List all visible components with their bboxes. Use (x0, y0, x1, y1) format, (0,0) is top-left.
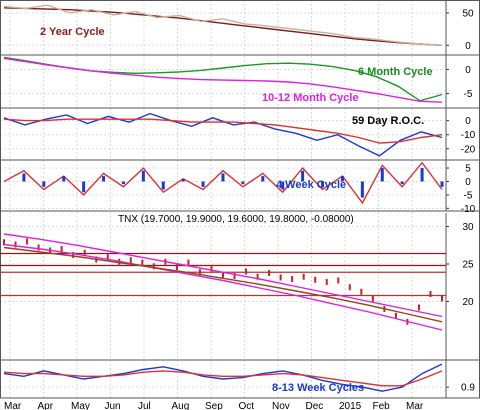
month-tick-label: Apr (38, 401, 54, 410)
series-line-price-overlay (3, 4, 443, 46)
y-tick-label: 25 (462, 260, 474, 271)
y-tick-label: -10 (461, 204, 476, 215)
roc-label: 59 Day R.O.C. (352, 115, 424, 127)
month-tick-label: Jun (105, 401, 121, 410)
series-line-cycle (3, 7, 443, 46)
series-line-6-month (3, 56, 443, 102)
y-tick-label: 5 (465, 164, 471, 175)
y-tick-label: 20 (462, 297, 474, 308)
six-month-cycle-label: 6 Month Cycle (358, 66, 433, 78)
month-tick-label: Oct (239, 401, 255, 410)
series-line-13-week (3, 370, 443, 387)
month-tick-label: May (71, 401, 90, 410)
y-tick-label: -20 (461, 144, 476, 155)
text-layer: 2 Year Cycle 6 Month Cycle 10-12 Month C… (40, 26, 433, 394)
series-line-roc-smooth (3, 118, 443, 144)
y-tick-label: 0 (465, 41, 471, 52)
four-week-cycle-label: 4 Week Cycle (276, 179, 346, 191)
y-tick-label: 0 (465, 65, 471, 76)
eight-thirteen-week-label: 8-13 Week Cycles (272, 382, 364, 394)
series-line-10-12-month (3, 57, 443, 103)
y-tick-label: -5 (464, 89, 473, 100)
y-tick-label: -5 (464, 190, 473, 201)
month-tick-label: Mar (4, 401, 22, 410)
month-tick-label: Feb (373, 401, 391, 410)
month-tick-label: Aug (172, 401, 190, 410)
y-tick-label: 0 (465, 116, 471, 127)
month-tick-label: Nov (272, 401, 290, 410)
series-line-4-week-line (3, 161, 443, 205)
ten-twelve-month-cycle-label: 10-12 Month Cycle (262, 92, 359, 104)
month-tick-label: Sep (205, 401, 223, 410)
y-tick-label: 0.9 (461, 383, 475, 394)
two-year-cycle-label: 2 Year Cycle (40, 26, 105, 38)
tnx-header: TNX (19.7000, 19.9000, 19.6000, 19.8000,… (118, 214, 354, 225)
y-tick-label: 30 (462, 222, 474, 233)
month-tick-label: Jul (138, 401, 151, 410)
series-line-8-week (3, 363, 443, 392)
series-layer (0, 4, 446, 392)
series-line-envelope-lower (3, 243, 443, 331)
plot-frame (0, 0, 480, 399)
month-tick-label: 2015 (339, 401, 362, 410)
series-line-envelope-upper (3, 233, 443, 318)
y-tick-label: 50 (462, 8, 474, 19)
month-tick-label: Dec (306, 401, 324, 410)
month-tick-label: Mar (406, 401, 424, 410)
series-line-trend-brown (3, 246, 443, 323)
y-tick-label: 0 (465, 177, 471, 188)
y-tick-label: -10 (461, 130, 476, 141)
